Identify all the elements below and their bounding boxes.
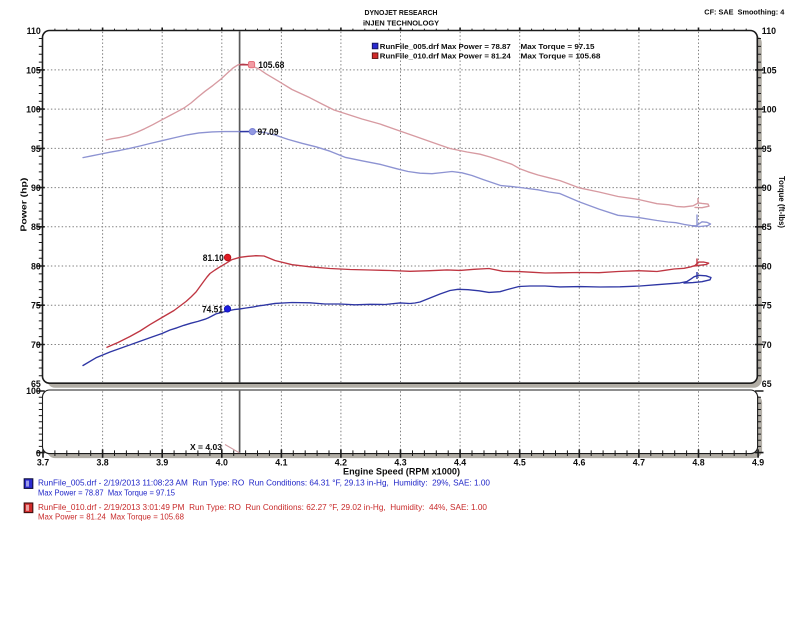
svg-text:105: 105 [762,65,777,75]
svg-text:4.5: 4.5 [514,457,526,467]
svg-text:74.51: 74.51 [202,305,223,315]
svg-text:85: 85 [31,222,41,232]
svg-text:4.0: 4.0 [216,457,228,467]
svg-text:100: 100 [26,386,41,396]
svg-text:110: 110 [762,26,776,36]
svg-text:95: 95 [762,144,772,154]
svg-text:3.8: 3.8 [96,457,108,467]
svg-text:4.9: 4.9 [752,457,764,467]
svg-text:97.09: 97.09 [258,127,279,137]
svg-text:CF: SAE Smoothing: 4: CF: SAE Smoothing: 4 [704,7,784,16]
svg-text:95: 95 [31,144,41,154]
svg-text:81.10: 81.10 [203,253,224,263]
svg-text:85: 85 [762,222,772,232]
svg-text:105: 105 [26,65,41,75]
svg-text:4.7: 4.7 [633,457,645,467]
svg-text:Max Power = 81.24 Max Torque: Max Power = 81.24 Max Torque = 105.68 [38,512,184,522]
svg-text:4.4: 4.4 [454,457,466,467]
svg-text:65: 65 [31,379,41,389]
svg-text:iNJEN TECHNOLOGY: iNJEN TECHNOLOGY [363,18,439,27]
svg-text:75: 75 [762,301,772,311]
svg-text:RunFile_005.drf - 2/19/2013 11: RunFile_005.drf - 2/19/2013 11:08:23 AM … [38,478,490,488]
svg-text:Torque (ft-lbs): Torque (ft-lbs) [777,176,787,228]
svg-text:4.2: 4.2 [335,457,347,467]
svg-text:Power (hp): Power (hp) [18,177,28,231]
svg-text:4.6: 4.6 [573,457,585,467]
svg-text:80: 80 [762,261,772,271]
svg-text:75: 75 [31,301,41,311]
svg-text:RunFile_010.drf Max Power = 81: RunFile_010.drf Max Power = 81.24 [380,52,512,61]
svg-text:70: 70 [31,340,41,350]
svg-text:0: 0 [36,449,41,459]
svg-text:RunFile_010.drf - 2/19/2013 3:: RunFile_010.drf - 2/19/2013 3:01:49 PM R… [38,502,487,512]
svg-text:4.3: 4.3 [394,457,406,467]
svg-text:100: 100 [762,105,777,115]
svg-text:4.8: 4.8 [692,457,704,467]
svg-text:Engine Speed (RPM x1000): Engine Speed (RPM x1000) [343,466,460,477]
svg-text:3.9: 3.9 [156,457,168,467]
svg-text:90: 90 [762,183,772,193]
svg-text:65: 65 [762,379,772,389]
svg-text:90: 90 [31,183,41,193]
svg-text:Max Torque = 105.68: Max Torque = 105.68 [521,52,601,61]
svg-text:100: 100 [26,105,41,115]
svg-text:105.68: 105.68 [258,60,284,70]
svg-text:DYNOJET RESEARCH: DYNOJET RESEARCH [365,8,438,17]
svg-text:110: 110 [27,26,41,36]
svg-text:Max Torque = 97.15: Max Torque = 97.15 [521,42,595,51]
svg-text:Max Power = 78.87 Max Torque: Max Power = 78.87 Max Torque = 97.15 [38,487,175,497]
svg-text:80: 80 [31,261,41,271]
svg-text:4.1: 4.1 [275,457,287,467]
svg-text:X = 4.03: X = 4.03 [190,442,222,452]
svg-text:RunFile_005.drf Max Power = 78: RunFile_005.drf Max Power = 78.87 [380,42,511,51]
svg-text:70: 70 [762,340,772,350]
svg-text:3.7: 3.7 [37,457,49,467]
